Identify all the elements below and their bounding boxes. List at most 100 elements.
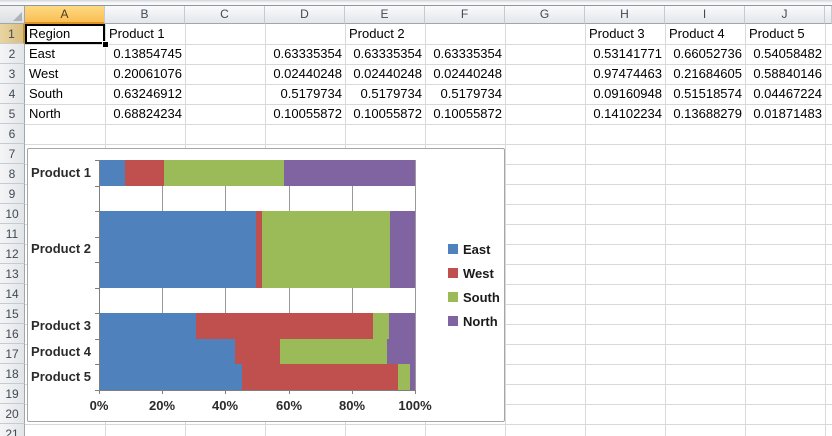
legend-item-north[interactable]: North <box>448 313 498 329</box>
column-header-k-partial[interactable] <box>825 6 832 24</box>
row-header-1[interactable]: 1 <box>0 24 25 44</box>
value-axis-tick-label[interactable]: 40% <box>211 398 239 413</box>
row-header-7[interactable]: 7 <box>0 144 25 164</box>
cell-f3[interactable]: 0.02440248 <box>433 66 502 81</box>
cell-e5[interactable]: 0.10055872 <box>353 106 422 121</box>
cell-d3[interactable]: 0.02440248 <box>273 66 342 81</box>
value-axis-tick-label[interactable]: 0% <box>89 398 109 413</box>
select-all-corner[interactable] <box>0 6 25 24</box>
row-header-17[interactable]: 17 <box>0 344 25 364</box>
cell-b5[interactable]: 0.68824234 <box>113 106 182 121</box>
bar-east-product-2[interactable] <box>99 262 256 288</box>
bar-north-product-5[interactable] <box>410 364 415 390</box>
cell-i3[interactable]: 0.21684605 <box>673 66 742 81</box>
bar-north-product-4[interactable] <box>387 339 415 364</box>
row-header-3[interactable]: 3 <box>0 64 25 84</box>
cell-b3[interactable]: 0.20061076 <box>113 66 182 81</box>
bar-west-product-1[interactable] <box>125 160 164 186</box>
cell-a1[interactable]: Region <box>29 26 71 41</box>
cell-e4[interactable]: 0.5179734 <box>360 86 422 101</box>
row-header-4[interactable]: 4 <box>0 84 25 104</box>
cell-d5[interactable]: 0.10055872 <box>273 106 342 121</box>
column-header-b[interactable]: B <box>105 6 185 24</box>
column-header-d[interactable]: D <box>265 6 345 24</box>
legend-item-east[interactable]: East <box>448 241 490 257</box>
value-axis-tick-label[interactable]: 60% <box>275 398 303 413</box>
legend-item-west[interactable]: West <box>448 265 494 281</box>
column-header-g[interactable]: G <box>505 6 585 24</box>
cell-i5[interactable]: 0.13688279 <box>673 106 742 121</box>
row-header-8[interactable]: 8 <box>0 164 25 184</box>
row-header-19[interactable]: 19 <box>0 384 25 404</box>
column-header-c[interactable]: C <box>185 6 265 24</box>
column-header-j[interactable]: J <box>745 6 825 24</box>
cell-e1[interactable]: Product 2 <box>349 26 405 41</box>
row-header-16[interactable]: 16 <box>0 324 25 344</box>
cell-a3[interactable]: West <box>29 66 59 81</box>
cell-j5[interactable]: 0.01871483 <box>753 106 822 121</box>
value-axis-tick-label[interactable]: 100% <box>398 398 432 413</box>
cell-j3[interactable]: 0.58840146 <box>753 66 822 81</box>
column-header-f[interactable]: F <box>425 6 505 24</box>
cell-b1[interactable]: Product 1 <box>109 26 165 41</box>
cell-d2[interactable]: 0.63335354 <box>273 46 342 61</box>
cell-a4[interactable]: South <box>29 86 63 101</box>
row-header-12[interactable]: 12 <box>0 244 25 264</box>
cell-j1[interactable]: Product 5 <box>749 26 805 41</box>
cell-i2[interactable]: 0.66052736 <box>673 46 742 61</box>
bar-west-product-2[interactable] <box>256 211 262 237</box>
row-header-11[interactable]: 11 <box>0 224 25 244</box>
bar-north-product-1[interactable] <box>284 160 415 186</box>
bar-east-product-5[interactable] <box>99 364 242 390</box>
category-axis-label[interactable]: Product 1 <box>31 165 91 180</box>
cell-b4[interactable]: 0.63246912 <box>113 86 182 101</box>
cell-h4[interactable]: 0.09160948 <box>593 86 662 101</box>
bar-west-product-3[interactable] <box>196 313 373 339</box>
row-header-2[interactable]: 2 <box>0 44 25 64</box>
chart-area[interactable]: 0% 20% 40% 60% 80% 100% Product 1 Product 2 Prod… <box>27 148 505 422</box>
bar-east-product-4[interactable] <box>99 339 235 364</box>
row-header-10[interactable]: 10 <box>0 204 25 224</box>
bar-south-product-1[interactable] <box>164 160 284 186</box>
row-header-20[interactable]: 20 <box>0 404 25 424</box>
bar-north-product-2[interactable] <box>390 211 415 237</box>
bar-east-product-2[interactable] <box>99 211 256 237</box>
legend-item-south[interactable]: South <box>448 289 500 305</box>
fill-handle[interactable] <box>103 42 108 47</box>
value-axis-tick-label[interactable]: 80% <box>338 398 366 413</box>
cell-f2[interactable]: 0.63335354 <box>433 46 502 61</box>
row-header-14[interactable]: 14 <box>0 284 25 304</box>
bar-east-product-2[interactable] <box>99 237 256 262</box>
category-axis-label[interactable]: Product 4 <box>31 344 91 359</box>
cell-a2[interactable]: East <box>29 46 56 61</box>
bar-north-product-3[interactable] <box>389 313 415 339</box>
row-header-9[interactable]: 9 <box>0 184 25 204</box>
row-header-15[interactable]: 15 <box>0 304 25 324</box>
column-header-h[interactable]: H <box>585 6 665 24</box>
bar-south-product-2[interactable] <box>262 237 390 262</box>
bar-south-product-4[interactable] <box>280 339 387 364</box>
cell-h5[interactable]: 0.14102234 <box>593 106 662 121</box>
row-header-13[interactable]: 13 <box>0 264 25 284</box>
bar-north-product-2[interactable] <box>390 237 415 262</box>
cell-b2[interactable]: 0.13854745 <box>113 46 182 61</box>
bar-north-product-2[interactable] <box>390 262 415 288</box>
category-axis-label[interactable]: Product 2 <box>31 241 91 256</box>
cell-h1[interactable]: Product 3 <box>589 26 645 41</box>
bar-south-product-5[interactable] <box>398 364 410 390</box>
column-header-a[interactable]: A <box>25 6 105 24</box>
cell-j4[interactable]: 0.04467224 <box>753 86 822 101</box>
category-axis-line-horizontal[interactable] <box>99 390 416 391</box>
row-header-6[interactable]: 6 <box>0 124 25 144</box>
value-axis-line-vertical[interactable] <box>99 160 100 390</box>
bar-west-product-2[interactable] <box>256 237 262 262</box>
column-header-i[interactable]: I <box>665 6 745 24</box>
bar-west-product-4[interactable] <box>235 339 280 364</box>
bar-west-product-2[interactable] <box>256 262 262 288</box>
cell-f4[interactable]: 0.5179734 <box>440 86 502 101</box>
category-axis-label[interactable]: Product 3 <box>31 318 91 333</box>
cell-e3[interactable]: 0.02440248 <box>353 66 422 81</box>
row-header-5[interactable]: 5 <box>0 104 25 124</box>
bar-south-product-2[interactable] <box>262 211 390 237</box>
cell-d4[interactable]: 0.5179734 <box>280 86 342 101</box>
